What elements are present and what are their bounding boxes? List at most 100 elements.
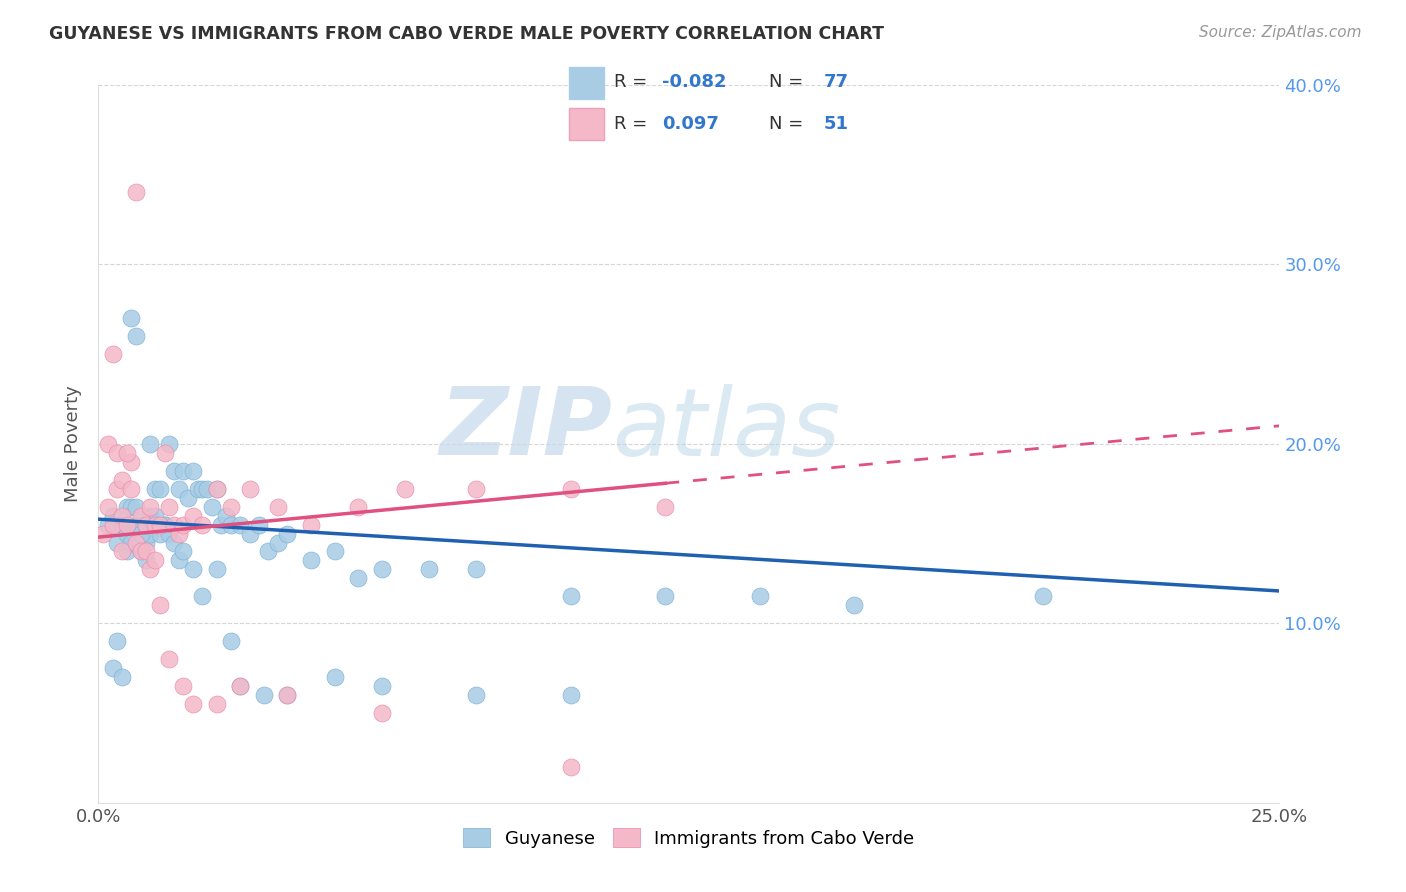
Guyanese — [172, 464, 194, 478]
Immigrants from Cabo Verde — [205, 697, 228, 711]
Immigrants from Cabo Verde — [157, 500, 180, 514]
Text: Source: ZipAtlas.com: Source: ZipAtlas.com — [1198, 25, 1361, 40]
Guyanese — [181, 464, 204, 478]
Guyanese — [276, 688, 298, 702]
Guyanese — [219, 634, 242, 648]
Guyanese — [465, 688, 488, 702]
Immigrants from Cabo Verde — [347, 500, 370, 514]
Guyanese — [229, 517, 252, 532]
Text: GUYANESE VS IMMIGRANTS FROM CABO VERDE MALE POVERTY CORRELATION CHART: GUYANESE VS IMMIGRANTS FROM CABO VERDE M… — [49, 25, 884, 43]
Immigrants from Cabo Verde — [299, 517, 322, 532]
Guyanese — [299, 553, 322, 567]
Guyanese — [177, 491, 200, 505]
Immigrants from Cabo Verde — [465, 482, 488, 496]
Guyanese — [153, 517, 176, 532]
Immigrants from Cabo Verde — [143, 517, 166, 532]
Immigrants from Cabo Verde — [125, 535, 148, 549]
Guyanese — [135, 553, 157, 567]
Immigrants from Cabo Verde — [153, 446, 176, 460]
Immigrants from Cabo Verde — [115, 517, 138, 532]
Guyanese — [111, 670, 134, 684]
Immigrants from Cabo Verde — [172, 679, 194, 693]
Guyanese — [121, 311, 143, 326]
Legend: Guyanese, Immigrants from Cabo Verde: Guyanese, Immigrants from Cabo Verde — [456, 821, 922, 855]
Guyanese — [239, 526, 262, 541]
Immigrants from Cabo Verde — [139, 562, 162, 576]
Immigrants from Cabo Verde — [111, 473, 134, 487]
Guyanese — [371, 562, 394, 576]
Immigrants from Cabo Verde — [135, 517, 157, 532]
Immigrants from Cabo Verde — [172, 517, 194, 532]
Guyanese — [139, 436, 162, 450]
Guyanese — [560, 590, 582, 604]
Guyanese — [167, 482, 190, 496]
Guyanese — [115, 544, 138, 558]
Immigrants from Cabo Verde — [157, 652, 180, 666]
Guyanese — [135, 517, 157, 532]
Text: ZIP: ZIP — [439, 384, 612, 475]
Guyanese — [129, 526, 152, 541]
Guyanese — [371, 679, 394, 693]
Guyanese — [247, 517, 270, 532]
Guyanese — [149, 482, 172, 496]
Guyanese — [105, 634, 128, 648]
Guyanese — [323, 544, 346, 558]
Guyanese — [125, 517, 148, 532]
Guyanese — [205, 562, 228, 576]
Guyanese — [209, 517, 232, 532]
Guyanese — [157, 436, 180, 450]
Immigrants from Cabo Verde — [129, 544, 152, 558]
Text: N =: N = — [769, 115, 808, 133]
Immigrants from Cabo Verde — [371, 706, 394, 720]
Guyanese — [121, 535, 143, 549]
Guyanese — [253, 688, 276, 702]
Guyanese — [654, 590, 676, 604]
Immigrants from Cabo Verde — [163, 517, 186, 532]
Guyanese — [101, 661, 124, 675]
Text: N =: N = — [769, 73, 808, 91]
Text: R =: R = — [614, 73, 652, 91]
Immigrants from Cabo Verde — [139, 500, 162, 514]
Guyanese — [129, 517, 152, 532]
Immigrants from Cabo Verde — [181, 697, 204, 711]
Guyanese — [560, 688, 582, 702]
Immigrants from Cabo Verde — [101, 517, 124, 532]
Guyanese — [844, 599, 866, 613]
Immigrants from Cabo Verde — [276, 688, 298, 702]
Guyanese — [347, 571, 370, 585]
Immigrants from Cabo Verde — [560, 482, 582, 496]
Guyanese — [139, 508, 162, 523]
Guyanese — [195, 482, 218, 496]
Guyanese — [163, 535, 186, 549]
FancyBboxPatch shape — [569, 67, 603, 99]
Text: R =: R = — [614, 115, 658, 133]
Guyanese — [181, 562, 204, 576]
Guyanese — [276, 526, 298, 541]
Immigrants from Cabo Verde — [105, 482, 128, 496]
Guyanese — [125, 500, 148, 514]
Immigrants from Cabo Verde — [111, 508, 134, 523]
Text: atlas: atlas — [612, 384, 841, 475]
Immigrants from Cabo Verde — [121, 482, 143, 496]
Guyanese — [143, 508, 166, 523]
Guyanese — [157, 526, 180, 541]
Immigrants from Cabo Verde — [267, 500, 290, 514]
FancyBboxPatch shape — [569, 108, 603, 140]
Immigrants from Cabo Verde — [111, 544, 134, 558]
Guyanese — [139, 526, 162, 541]
Guyanese — [205, 482, 228, 496]
Immigrants from Cabo Verde — [101, 347, 124, 361]
Immigrants from Cabo Verde — [167, 526, 190, 541]
Immigrants from Cabo Verde — [97, 500, 120, 514]
Guyanese — [111, 517, 134, 532]
Guyanese — [257, 544, 280, 558]
Text: 0.097: 0.097 — [662, 115, 718, 133]
Immigrants from Cabo Verde — [560, 760, 582, 774]
Guyanese — [201, 500, 224, 514]
Guyanese — [191, 590, 214, 604]
Guyanese — [229, 679, 252, 693]
Immigrants from Cabo Verde — [149, 517, 172, 532]
Guyanese — [167, 553, 190, 567]
Guyanese — [323, 670, 346, 684]
Guyanese — [125, 329, 148, 343]
